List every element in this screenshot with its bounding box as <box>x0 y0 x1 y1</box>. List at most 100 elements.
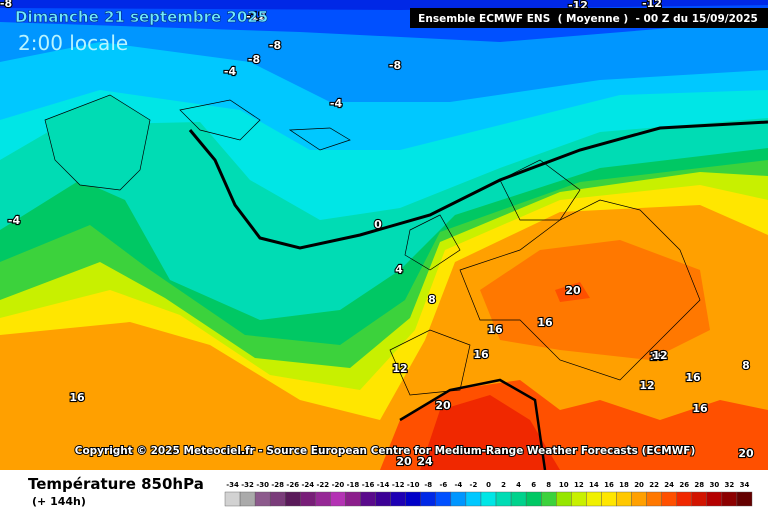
scale-swatch <box>586 491 602 507</box>
scale-label: -12 <box>392 481 405 489</box>
scale-label: 26 <box>679 481 689 489</box>
scale-label: 32 <box>725 481 735 489</box>
temperature-field <box>0 0 768 470</box>
contour-label: 12 <box>652 349 667 362</box>
scale-swatch <box>345 491 361 507</box>
scale-label: -34 <box>226 481 239 489</box>
contour-label: 20 <box>565 284 581 297</box>
scale-label: 20 <box>634 481 644 489</box>
contour-label: 0 <box>374 218 382 231</box>
scale-swatch <box>736 491 753 507</box>
contour-label: 16 <box>69 391 85 404</box>
zero-isotherm <box>188 120 768 250</box>
scale-swatch <box>676 491 692 507</box>
color-scale: -34 -32 -30 -28 -26 -24 -22 -20 -18 -16 -14 -12 -10-… <box>224 481 753 507</box>
scale-swatch <box>706 491 723 507</box>
contour-label: 12 <box>639 379 654 392</box>
scale-label: 24 <box>664 481 674 489</box>
scale-label: -14 <box>377 481 390 489</box>
contour-label: 16 <box>487 323 503 336</box>
scale-label: -8 <box>424 481 432 489</box>
contour-label: 8 <box>428 293 436 306</box>
scale-label: -32 <box>241 481 254 489</box>
contour-label: -12 <box>642 0 662 10</box>
scale-swatch <box>269 491 286 507</box>
scale-label: 4 <box>516 481 521 489</box>
scale-swatch <box>631 491 647 507</box>
scale-swatch <box>360 491 376 507</box>
scale-swatch <box>571 491 587 507</box>
scale-swatch <box>691 491 708 507</box>
scale-swatch <box>661 491 677 507</box>
scale-swatch <box>239 491 256 507</box>
scale-label: 8 <box>546 481 551 489</box>
contour-label: 12 <box>392 362 407 375</box>
scale-swatch <box>465 491 482 507</box>
legend-subtitle: (+ 144h) <box>32 495 86 508</box>
scale-label: 2 <box>501 481 506 489</box>
scale-label: -16 <box>362 481 375 489</box>
contour-label: 16 <box>537 316 553 329</box>
scale-label: 16 <box>604 481 614 489</box>
scale-swatch <box>495 491 512 507</box>
scale-swatch <box>541 491 557 507</box>
scale-label: 6 <box>531 481 536 489</box>
contour-label: 16 <box>685 371 701 384</box>
scale-swatch <box>300 491 316 507</box>
model: Ensemble ECMWF ENS ( Moyenne ) - 00 Z du… <box>418 13 758 25</box>
contour-label: 20 <box>396 455 412 468</box>
scale-label: 10 <box>559 481 569 489</box>
scale-swatch <box>254 491 271 507</box>
scale-swatch <box>721 491 738 507</box>
scale-swatch <box>646 491 662 507</box>
contour-label: 20 <box>738 447 754 460</box>
scale-swatch <box>405 491 421 507</box>
contour-label: -4 <box>330 97 343 110</box>
contour-label: 16 <box>473 348 489 361</box>
contour-label: -4 <box>8 214 21 227</box>
scale-label: -4 <box>454 481 462 489</box>
contour-label: -8 <box>269 39 281 52</box>
contour-label: -8 <box>389 59 401 72</box>
scale-label: 18 <box>619 481 629 489</box>
scale-label: 12 <box>574 481 584 489</box>
coastlines <box>44 94 701 396</box>
scale-label: 34 <box>740 481 750 489</box>
scale-label: -22 <box>317 481 330 489</box>
legend-title: Température 850hPa <box>28 475 204 493</box>
scale-label: 30 <box>709 481 719 489</box>
contour-label: 16 <box>649 350 665 363</box>
scale-label: -2 <box>470 481 478 489</box>
contour-label: -12 <box>246 10 266 23</box>
scale-swatch <box>420 491 437 507</box>
scale-swatch <box>601 491 617 507</box>
copyright: Copyright © 2025 Meteociel.fr - Source E… <box>75 445 696 457</box>
scale-label: 22 <box>649 481 659 489</box>
scale-label: -30 <box>256 481 269 489</box>
scale-label: -28 <box>271 481 284 489</box>
scale-swatch <box>510 491 527 507</box>
scale-swatch <box>315 491 331 507</box>
date: Dimanche 21 septembre 2025 <box>15 8 268 26</box>
scale-swatch <box>525 491 542 507</box>
scale-swatch <box>480 491 497 507</box>
contour-label: 24 <box>417 455 433 468</box>
contour-label: -4 <box>224 65 237 78</box>
scale-swatch <box>330 491 346 507</box>
scale-swatch <box>450 491 467 507</box>
scale-label: 0 <box>486 481 491 489</box>
scale-swatch <box>390 491 406 507</box>
time: 2:00 locale <box>18 31 128 55</box>
twenty-isotherm <box>399 378 547 471</box>
scale-label: 14 <box>589 481 599 489</box>
scale-swatch <box>556 491 572 507</box>
scale-label: -20 <box>332 481 345 489</box>
scale-label: -24 <box>301 481 314 489</box>
model-box <box>410 8 768 28</box>
contour-label: 8 <box>742 359 750 372</box>
contour-label: 20 <box>435 399 451 412</box>
contour-label: 16 <box>692 402 708 415</box>
scale-swatch <box>435 491 452 507</box>
scale-swatch <box>285 491 301 507</box>
